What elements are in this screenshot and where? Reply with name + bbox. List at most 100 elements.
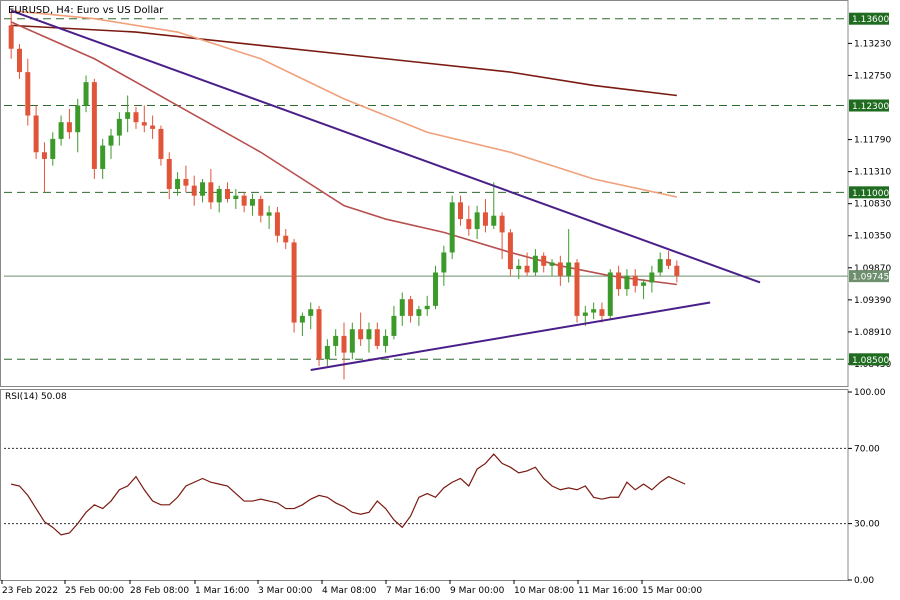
candle-body	[141, 122, 147, 126]
price-tick-label: 1.08910	[854, 328, 891, 338]
candle-body	[225, 188, 231, 200]
candle-body	[25, 72, 31, 116]
candle-body	[599, 309, 605, 316]
rsi-label: RSI(14) 50.08	[5, 392, 67, 402]
time-tick-label: 15 Mar 00:00	[642, 586, 702, 596]
candle-body	[591, 309, 597, 313]
time-tick-label: 7 Mar 16:00	[386, 586, 441, 596]
price-tick-label: 1.09870	[854, 264, 891, 274]
time-tick-label: 3 Mar 00:00	[258, 586, 313, 596]
candle-body	[83, 82, 89, 106]
price-panel-border	[0, 0, 849, 387]
candle-body	[657, 259, 663, 273]
candle-body	[158, 128, 164, 159]
trendline	[310, 301, 711, 371]
time-tick-label: 28 Feb 08:00	[130, 586, 189, 596]
rsi-tick-label: 30.00	[854, 520, 880, 530]
level-tag-label: 1.12300	[852, 102, 889, 112]
price-tick-label: 1.12750	[854, 71, 891, 81]
price-tick-label: 1.09390	[854, 296, 891, 306]
current-price-tag	[849, 270, 889, 283]
rsi-tick-label: 70.00	[854, 444, 880, 454]
chart-title: EURUSD, H4: Euro vs US Dollar	[8, 5, 164, 16]
candle-body	[466, 219, 472, 230]
level-tag-label: 1.13600	[852, 15, 889, 25]
time-tick-label: 25 Feb 00:00	[65, 586, 124, 596]
candles-layer	[8, 10, 680, 380]
level-tags: 1.13600 1.12300 1.11000 1.08500 1.09745	[849, 12, 889, 366]
price-tick-label: 1.11790	[854, 136, 891, 146]
candle-body	[582, 312, 588, 316]
candle-body	[166, 158, 172, 189]
candle-body	[624, 275, 630, 290]
level-tag	[849, 99, 889, 112]
current-price-label: 1.09745	[852, 273, 889, 283]
candle-body	[274, 212, 280, 236]
trendline	[10, 9, 761, 284]
candle-body	[674, 265, 680, 276]
candle-body	[33, 115, 39, 153]
candle-body	[58, 122, 64, 139]
level-tag	[849, 12, 889, 25]
moving-average-line	[11, 9, 678, 198]
candle-body	[391, 315, 397, 336]
candle-body	[108, 135, 114, 146]
candle-body	[50, 138, 56, 159]
candle-body	[491, 215, 497, 226]
time-axis: 23 Feb 2022 25 Feb 00:00 28 Feb 08:00 1 Mar…	[1, 580, 702, 596]
candle-body	[183, 178, 189, 186]
candle-body	[324, 345, 330, 360]
candle-body	[125, 112, 131, 119]
candle-body	[666, 259, 672, 266]
candle-body	[191, 185, 197, 196]
candle-body	[241, 195, 247, 206]
level-tag	[849, 353, 889, 366]
candle-body	[632, 275, 638, 286]
time-tick-label: 4 Mar 08:00	[322, 586, 377, 596]
candle-body	[516, 265, 522, 270]
candle-body	[200, 182, 206, 196]
moving-average-line	[11, 24, 677, 97]
rsi-tick-label: 0.00	[854, 576, 874, 586]
level-tag-label: 1.11000	[852, 189, 889, 199]
candle-body	[532, 255, 538, 273]
level-tag-label: 1.08500	[852, 356, 889, 366]
candle-body	[341, 335, 347, 353]
rsi-panel-border	[0, 389, 849, 581]
candle-body	[333, 335, 339, 346]
candle-body	[216, 188, 222, 203]
candle-body	[299, 315, 305, 323]
candle-body	[308, 309, 314, 316]
candle-body	[208, 182, 214, 203]
candle-body	[316, 309, 322, 360]
levels-layer	[4, 18, 848, 360]
candle-body	[291, 242, 297, 323]
candle-body	[100, 145, 106, 169]
candle-body	[133, 112, 139, 123]
candle-body	[566, 262, 572, 276]
candle-body	[499, 215, 505, 233]
candle-body	[416, 309, 422, 316]
candle-body	[374, 329, 380, 346]
candle-body	[507, 232, 513, 270]
candle-body	[441, 252, 447, 273]
price-tick-label: 1.13230	[854, 39, 891, 49]
time-tick-label: 1 Mar 16:00	[195, 586, 250, 596]
candle-body	[16, 48, 22, 73]
candle-body	[366, 329, 372, 340]
candle-body	[91, 82, 97, 169]
candle-body	[383, 335, 389, 346]
level-tag	[849, 186, 889, 199]
chart-frame	[0, 0, 849, 581]
candle-body	[358, 329, 364, 340]
candle-body	[557, 262, 563, 276]
candle-body	[433, 272, 439, 306]
candle-body	[283, 235, 289, 243]
candle-body	[258, 199, 264, 216]
candle-body	[641, 282, 647, 286]
rsi-panel: 100.00 70.00 30.00 0.00	[4, 388, 886, 586]
candle-body	[249, 199, 255, 206]
candle-body	[349, 329, 355, 353]
candle-body	[607, 272, 613, 316]
